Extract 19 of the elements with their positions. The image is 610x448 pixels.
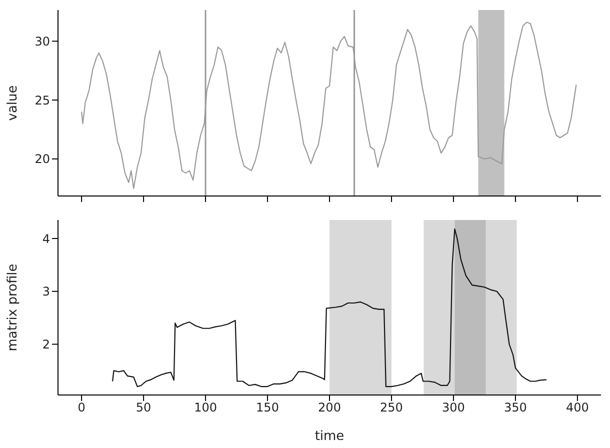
y-axis-title: value <box>6 85 21 121</box>
line-series <box>112 228 547 388</box>
y-tick-label: 20 <box>34 152 50 166</box>
x-tick-label: 200 <box>318 400 341 415</box>
x-tick-label: 150 <box>256 400 279 415</box>
y-axis-title: matrix profile <box>6 264 21 352</box>
y-tick-label: 4 <box>42 232 50 246</box>
y-tick-label: 25 <box>34 93 50 108</box>
x-tick-label: 250 <box>380 400 403 415</box>
x-axis-title: time <box>314 429 344 444</box>
x-tick-label: 400 <box>566 400 589 415</box>
x-tick-label: 350 <box>504 400 527 415</box>
x-tick-label: 100 <box>194 400 217 415</box>
y-tick-label: 30 <box>34 34 50 48</box>
y-tick-label: 2 <box>42 338 50 352</box>
x-tick-label: 0 <box>78 400 86 415</box>
x-tick-label: 300 <box>442 400 465 415</box>
y-tick-label: 3 <box>42 284 50 299</box>
x-tick-label: 50 <box>136 400 152 415</box>
